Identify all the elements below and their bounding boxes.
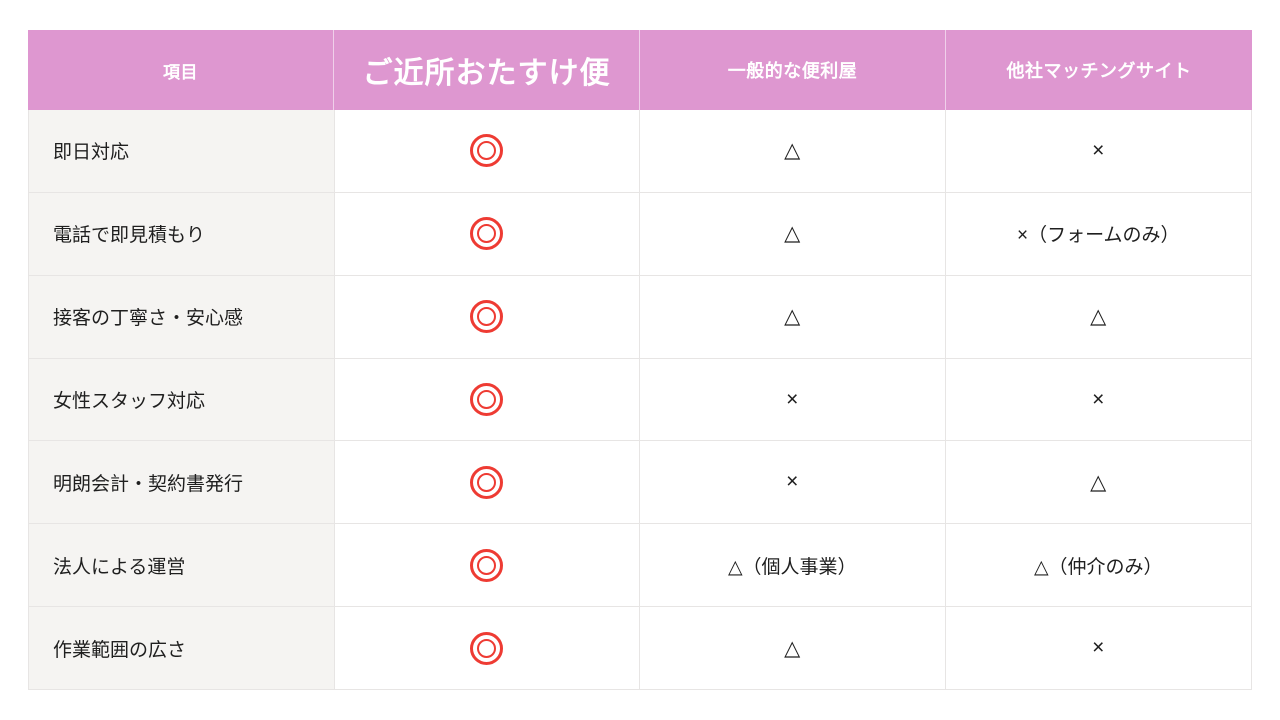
row-label: 即日対応	[29, 110, 335, 193]
table-header-row: 項目 ご近所おたすけ便 一般的な便利屋 他社マッチングサイト	[28, 30, 1252, 110]
cell-general-handyman: ×	[640, 441, 946, 525]
header-our-service: ご近所おたすけ便	[334, 30, 640, 110]
double-circle-icon	[470, 548, 504, 582]
cell-general-handyman: △	[640, 607, 946, 691]
cell-matching-site: △	[945, 275, 1251, 359]
double-circle-icon	[470, 217, 504, 251]
cell-general-handyman: △	[640, 192, 946, 276]
table-body: 即日対応 △ × 電話で即見積もり △ ×（フォームのみ） 接客の丁寧さ・安心感 △ △ 女性スタ…	[28, 110, 1252, 691]
row-label: 作業範囲の広さ	[29, 607, 335, 691]
cell-our-service	[334, 275, 640, 359]
header-matching-site: 他社マッチングサイト	[1006, 61, 1192, 81]
cell-our-service	[334, 358, 640, 442]
cell-matching-site: ×	[945, 110, 1251, 193]
cell-our-service	[334, 192, 640, 276]
cell-general-handyman: ×	[640, 358, 946, 442]
table-row: 即日対応 △ ×	[29, 110, 1251, 193]
double-circle-icon	[470, 465, 504, 499]
cell-matching-site: △（仲介のみ）	[945, 524, 1251, 608]
cell-general-handyman: △（個人事業）	[640, 524, 946, 608]
row-label: 接客の丁寧さ・安心感	[29, 275, 335, 359]
cell-our-service	[334, 524, 640, 608]
cell-our-service	[334, 441, 640, 525]
cell-matching-site: ×（フォームのみ）	[945, 192, 1251, 276]
cell-general-handyman: △	[640, 275, 946, 359]
cell-our-service	[334, 110, 640, 193]
table-row: 作業範囲の広さ △ ×	[29, 607, 1251, 691]
table-row: 接客の丁寧さ・安心感 △ △	[29, 275, 1251, 359]
table-row: 明朗会計・契約書発行 × △	[29, 441, 1251, 525]
table-row: 電話で即見積もり △ ×（フォームのみ）	[29, 192, 1251, 276]
cell-our-service	[334, 607, 640, 691]
row-label: 明朗会計・契約書発行	[29, 441, 335, 525]
cell-matching-site: △	[945, 441, 1251, 525]
table-row: 法人による運営 △（個人事業） △（仲介のみ）	[29, 524, 1251, 608]
double-circle-icon	[470, 134, 504, 168]
double-circle-icon	[470, 383, 504, 416]
double-circle-icon	[470, 300, 504, 334]
header-general-handyman: 一般的な便利屋	[640, 30, 946, 110]
header-item-column: 項目	[28, 30, 334, 110]
row-label: 法人による運営	[29, 524, 335, 608]
cell-matching-site: ×	[945, 358, 1251, 442]
comparison-table: 項目 ご近所おたすけ便 一般的な便利屋 他社マッチングサイト 即日対応 △ × 電話で…	[28, 30, 1252, 691]
table-row: 女性スタッフ対応 × ×	[29, 358, 1251, 442]
cell-matching-site: ×	[945, 607, 1251, 691]
row-label: 電話で即見積もり	[29, 192, 335, 276]
row-label: 女性スタッフ対応	[29, 358, 335, 442]
double-circle-icon	[470, 631, 504, 665]
cell-general-handyman: △	[640, 110, 946, 193]
